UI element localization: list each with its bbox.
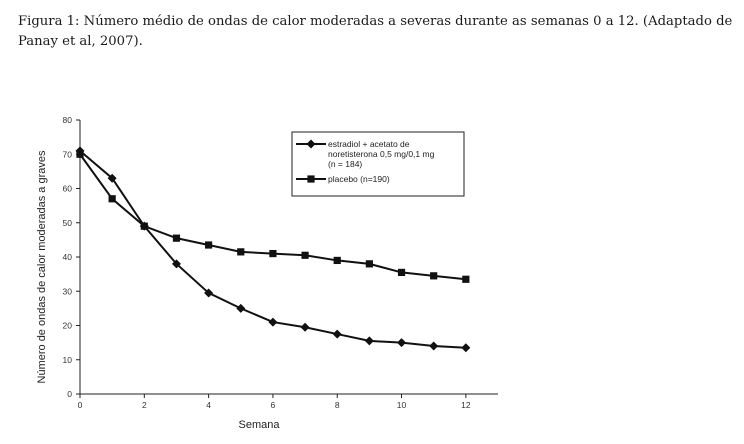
y-tick-label: 50	[63, 218, 73, 228]
x-tick-label: 4	[206, 400, 211, 410]
legend-marker	[307, 175, 315, 183]
data-point-estradiol	[397, 338, 407, 348]
y-tick-label: 80	[63, 115, 73, 125]
data-point-estradiol	[268, 317, 278, 327]
x-tick-label: 8	[335, 400, 340, 410]
data-point-estradiol	[236, 303, 246, 313]
x-tick-label: 6	[271, 400, 276, 410]
legend-marker	[306, 139, 316, 149]
data-point-estradiol	[461, 343, 471, 353]
x-tick-label: 10	[397, 400, 407, 410]
data-point-placebo	[430, 272, 438, 280]
data-point-estradiol	[332, 329, 342, 339]
x-tick-label: 12	[461, 400, 471, 410]
data-point-placebo	[140, 222, 148, 230]
y-tick-label: 70	[63, 149, 73, 159]
data-point-placebo	[76, 150, 84, 158]
legend-box	[291, 131, 465, 197]
legend-label: placebo (n=190)	[328, 174, 390, 184]
data-point-placebo	[172, 234, 181, 242]
data-point-placebo	[108, 195, 116, 203]
data-point-placebo	[365, 260, 373, 268]
legend-label: noretisterona 0,5 mg/0,1 mg	[328, 149, 435, 159]
y-tick-label: 0	[67, 389, 72, 399]
x-tick-label: 0	[78, 400, 83, 410]
y-axis-title: Número de ondas de calor moderadas a gra…	[36, 150, 48, 383]
data-point-placebo	[205, 241, 213, 249]
data-point-placebo	[301, 251, 309, 259]
data-point-placebo	[237, 248, 245, 256]
x-axis-title: Semana	[239, 419, 281, 431]
legend-label: (n = 184)	[328, 159, 362, 169]
data-point-placebo	[462, 275, 470, 283]
y-tick-label: 40	[63, 252, 73, 262]
y-tick-label: 30	[63, 286, 73, 296]
figure-caption: Figura 1: Número médio de ondas de calor…	[18, 14, 733, 49]
data-point-placebo	[397, 268, 406, 277]
data-point-placebo	[269, 249, 277, 258]
data-point-estradiol	[171, 259, 181, 269]
data-point-placebo	[333, 256, 341, 265]
y-tick-label: 60	[63, 184, 73, 194]
data-point-estradiol	[204, 288, 214, 298]
data-point-estradiol	[364, 336, 374, 346]
data-point-estradiol	[107, 173, 117, 183]
legend-label: estradiol + acetato de	[328, 139, 410, 149]
x-tick-label: 2	[142, 400, 147, 410]
data-point-estradiol	[300, 322, 310, 332]
data-point-estradiol	[429, 341, 439, 351]
y-tick-label: 10	[63, 355, 73, 365]
y-tick-label: 20	[63, 321, 73, 331]
